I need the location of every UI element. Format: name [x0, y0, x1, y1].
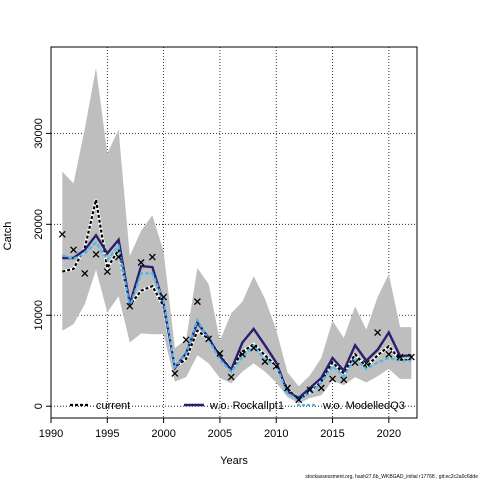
observed-point [351, 359, 359, 366]
x-tick-label: 2005 [208, 428, 232, 440]
series-line-current [62, 199, 412, 402]
observed-point [205, 335, 213, 343]
source-footnote: stockassessment.org, hash27.6b_WKBGAD_in… [305, 474, 478, 480]
observed-point [115, 253, 123, 261]
legend-item: w.o. ModelledQ3 [297, 400, 405, 412]
legend-item: current [70, 400, 130, 412]
legend: current w.o. Rockallpt1 w.o. ModelledQ3 [70, 400, 405, 412]
y-axis: 0 10000 20000 30000 [33, 118, 51, 409]
x-tick-label: 2010 [264, 428, 288, 440]
observed-point [227, 373, 235, 381]
observed-point [58, 230, 66, 238]
legend-item: w.o. Rockallpt1 [184, 400, 284, 412]
y-tick-label: 10000 [33, 300, 45, 331]
observed-point [374, 329, 382, 336]
x-axis-title: Years [220, 455, 248, 467]
observed-point [407, 353, 415, 361]
observed-point [160, 293, 168, 301]
observed-point [148, 253, 156, 261]
observed-point [261, 358, 269, 366]
plot-frame [50, 46, 418, 419]
observed-point [182, 336, 190, 344]
x-tick-label: 2020 [377, 428, 401, 440]
observed-point [284, 384, 291, 392]
observed-point [340, 376, 348, 384]
y-tick-label: 30000 [33, 118, 45, 149]
x-tick-label: 2015 [320, 428, 344, 440]
observed-point [193, 298, 201, 306]
series-line-w-o-rockallpt1 [62, 233, 412, 400]
observed-point [137, 259, 145, 266]
y-axis-title: Catch [2, 222, 14, 251]
observed-point [295, 396, 303, 404]
observed-point [126, 302, 134, 310]
observed-point [103, 268, 111, 276]
observed-point [329, 375, 336, 383]
observed-point [171, 369, 179, 377]
observed-point [362, 359, 370, 367]
observed-point [272, 362, 280, 370]
observed-point [238, 350, 246, 358]
legend-label: w.o. Rockallpt1 [209, 400, 284, 412]
ci-band [62, 67, 412, 404]
observed-point [216, 349, 224, 357]
observed-point [70, 246, 77, 254]
y-tick-label: 20000 [33, 209, 45, 240]
y-tick-label: 0 [33, 403, 45, 409]
x-tick-label: 2000 [151, 428, 175, 440]
observed-point [250, 344, 258, 352]
observed-point [92, 250, 100, 258]
legend-label: current [96, 400, 130, 412]
observed-point [306, 386, 314, 394]
x-tick-label: 1995 [95, 428, 119, 440]
observed-point [396, 353, 404, 361]
x-tick-label: 1990 [39, 428, 63, 440]
observed-point [317, 384, 325, 392]
observed-point [385, 350, 393, 358]
observed-point [81, 269, 89, 277]
confidence-band [62, 67, 412, 404]
x-axis: 1990 1995 2000 2005 2010 2015 2020 [39, 418, 401, 440]
legend-label: w.o. ModelledQ3 [322, 400, 405, 412]
observed-points [58, 230, 415, 404]
